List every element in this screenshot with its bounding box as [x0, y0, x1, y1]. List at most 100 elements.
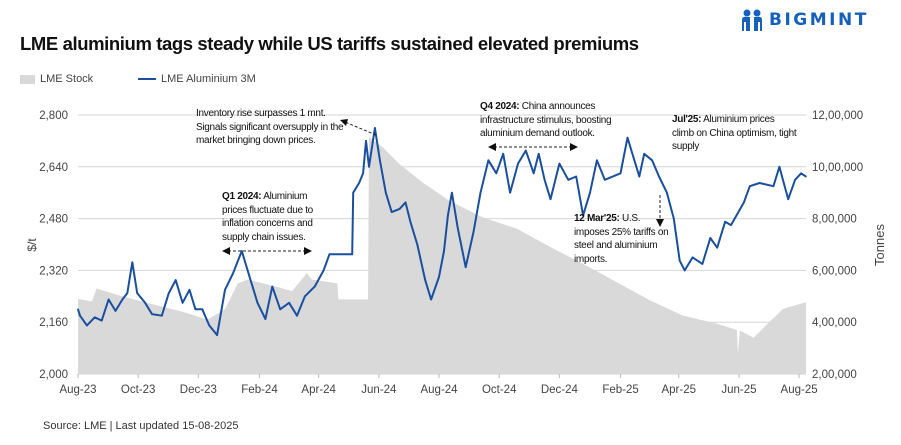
annotation-q4-2024: Q4 2024: China announces infrastructure … [480, 100, 640, 141]
price-point [240, 250, 243, 252]
y2-tick-label: 12,00,000 [812, 110, 863, 122]
bigmint-logo: BIGMINT [741, 8, 869, 32]
price-point [181, 301, 184, 304]
logo-text: BIGMINT [769, 10, 869, 30]
price-point [464, 266, 467, 268]
price-point [794, 178, 796, 181]
price-point [743, 201, 745, 204]
price-point [358, 182, 360, 184]
y-tick-label: 2,160 [39, 317, 68, 329]
price-point [365, 140, 367, 142]
price-point [525, 149, 527, 152]
price-point [456, 227, 459, 230]
price-point [443, 250, 445, 252]
price-point [271, 285, 274, 288]
x-tick-label: Jun-25 [721, 384, 756, 396]
x-tick-label: Apr-24 [301, 384, 336, 396]
price-point [709, 237, 712, 239]
price-point [86, 324, 88, 327]
price-point [487, 159, 490, 162]
price-point [256, 301, 259, 304]
price-point [517, 162, 519, 165]
legend-swatch-line [138, 78, 156, 80]
price-point [174, 279, 177, 281]
price-point [288, 301, 290, 304]
legend-item-lme-stock: LME Stock [20, 73, 93, 85]
price-point [638, 175, 641, 178]
price-point [509, 191, 511, 194]
price-point [107, 298, 110, 301]
price-point [296, 314, 298, 317]
x-tick-label: Aug-24 [420, 384, 458, 396]
y-axis-label: $/t [25, 238, 39, 252]
price-point [136, 292, 138, 294]
price-point [352, 191, 355, 194]
price-point [787, 198, 790, 200]
price-point [248, 276, 251, 278]
y-tick-label: 2,000 [39, 369, 68, 381]
price-point [224, 289, 226, 291]
price-point [409, 221, 412, 223]
price-point [619, 172, 622, 175]
annotation-q4-text: China announces infrastructure stimulus,… [480, 101, 612, 139]
price-point [558, 162, 561, 165]
price-point [716, 246, 719, 249]
price-point [322, 269, 325, 272]
legend-item-lme-aluminium: LME Aluminium 3M [138, 73, 256, 85]
price-point [451, 191, 453, 194]
x-tick-label: Aug-23 [59, 384, 96, 396]
price-point [495, 172, 498, 175]
price-point [79, 314, 81, 317]
price-point [758, 182, 761, 184]
annotation-q1-text: Aluminium prices fluctuate due to inflat… [222, 191, 313, 243]
price-point [328, 253, 331, 256]
price-point [126, 292, 129, 294]
price-point [313, 285, 316, 288]
legend-swatch-area [20, 74, 35, 84]
y2-tick-label: 4,00,000 [812, 317, 857, 329]
y2-tick-label: 10,00,000 [812, 162, 863, 174]
price-point [416, 243, 419, 246]
legend-label: LME Aluminium 3M [161, 73, 256, 85]
price-point [424, 279, 427, 281]
x-tick-label: Feb-24 [241, 384, 278, 396]
price-point [447, 214, 449, 217]
price-point [208, 324, 210, 327]
price-point [472, 230, 475, 233]
price-point [390, 211, 393, 213]
price-point [144, 301, 146, 304]
y-tick-label: 2,320 [39, 265, 68, 277]
price-point [216, 334, 218, 336]
price-point [575, 175, 577, 178]
price-point [603, 178, 606, 181]
price-point [582, 214, 584, 217]
price-point [374, 127, 376, 129]
price-point [772, 185, 775, 188]
price-point [362, 172, 364, 175]
price-point [543, 178, 546, 181]
price-point [626, 136, 629, 139]
price-point [589, 191, 591, 194]
chart-title: LME aluminium tags steady while US tarif… [20, 33, 639, 54]
price-point [748, 185, 751, 188]
annotation-jul-date: Jul'25: [672, 114, 702, 125]
price-point [304, 295, 306, 298]
price-point [151, 313, 153, 315]
price-point [643, 153, 646, 155]
price-point [658, 175, 660, 178]
price-point [194, 308, 197, 311]
price-point [479, 191, 482, 194]
x-tick-label: Oct-24 [482, 384, 517, 396]
price-point [666, 191, 668, 194]
x-tick-label: Jun-24 [361, 384, 397, 396]
price-point [430, 298, 432, 301]
y-tick-label: 2,640 [39, 162, 68, 174]
price-point [384, 191, 387, 194]
y2-tick-label: 8,00,000 [812, 214, 857, 226]
price-point [131, 261, 134, 264]
x-tick-label: Oct-23 [121, 384, 156, 396]
price-point [805, 175, 807, 178]
price-point [232, 272, 234, 275]
annotation-tariff-date: 12 Mar'25: [574, 213, 620, 224]
price-point [404, 201, 407, 204]
